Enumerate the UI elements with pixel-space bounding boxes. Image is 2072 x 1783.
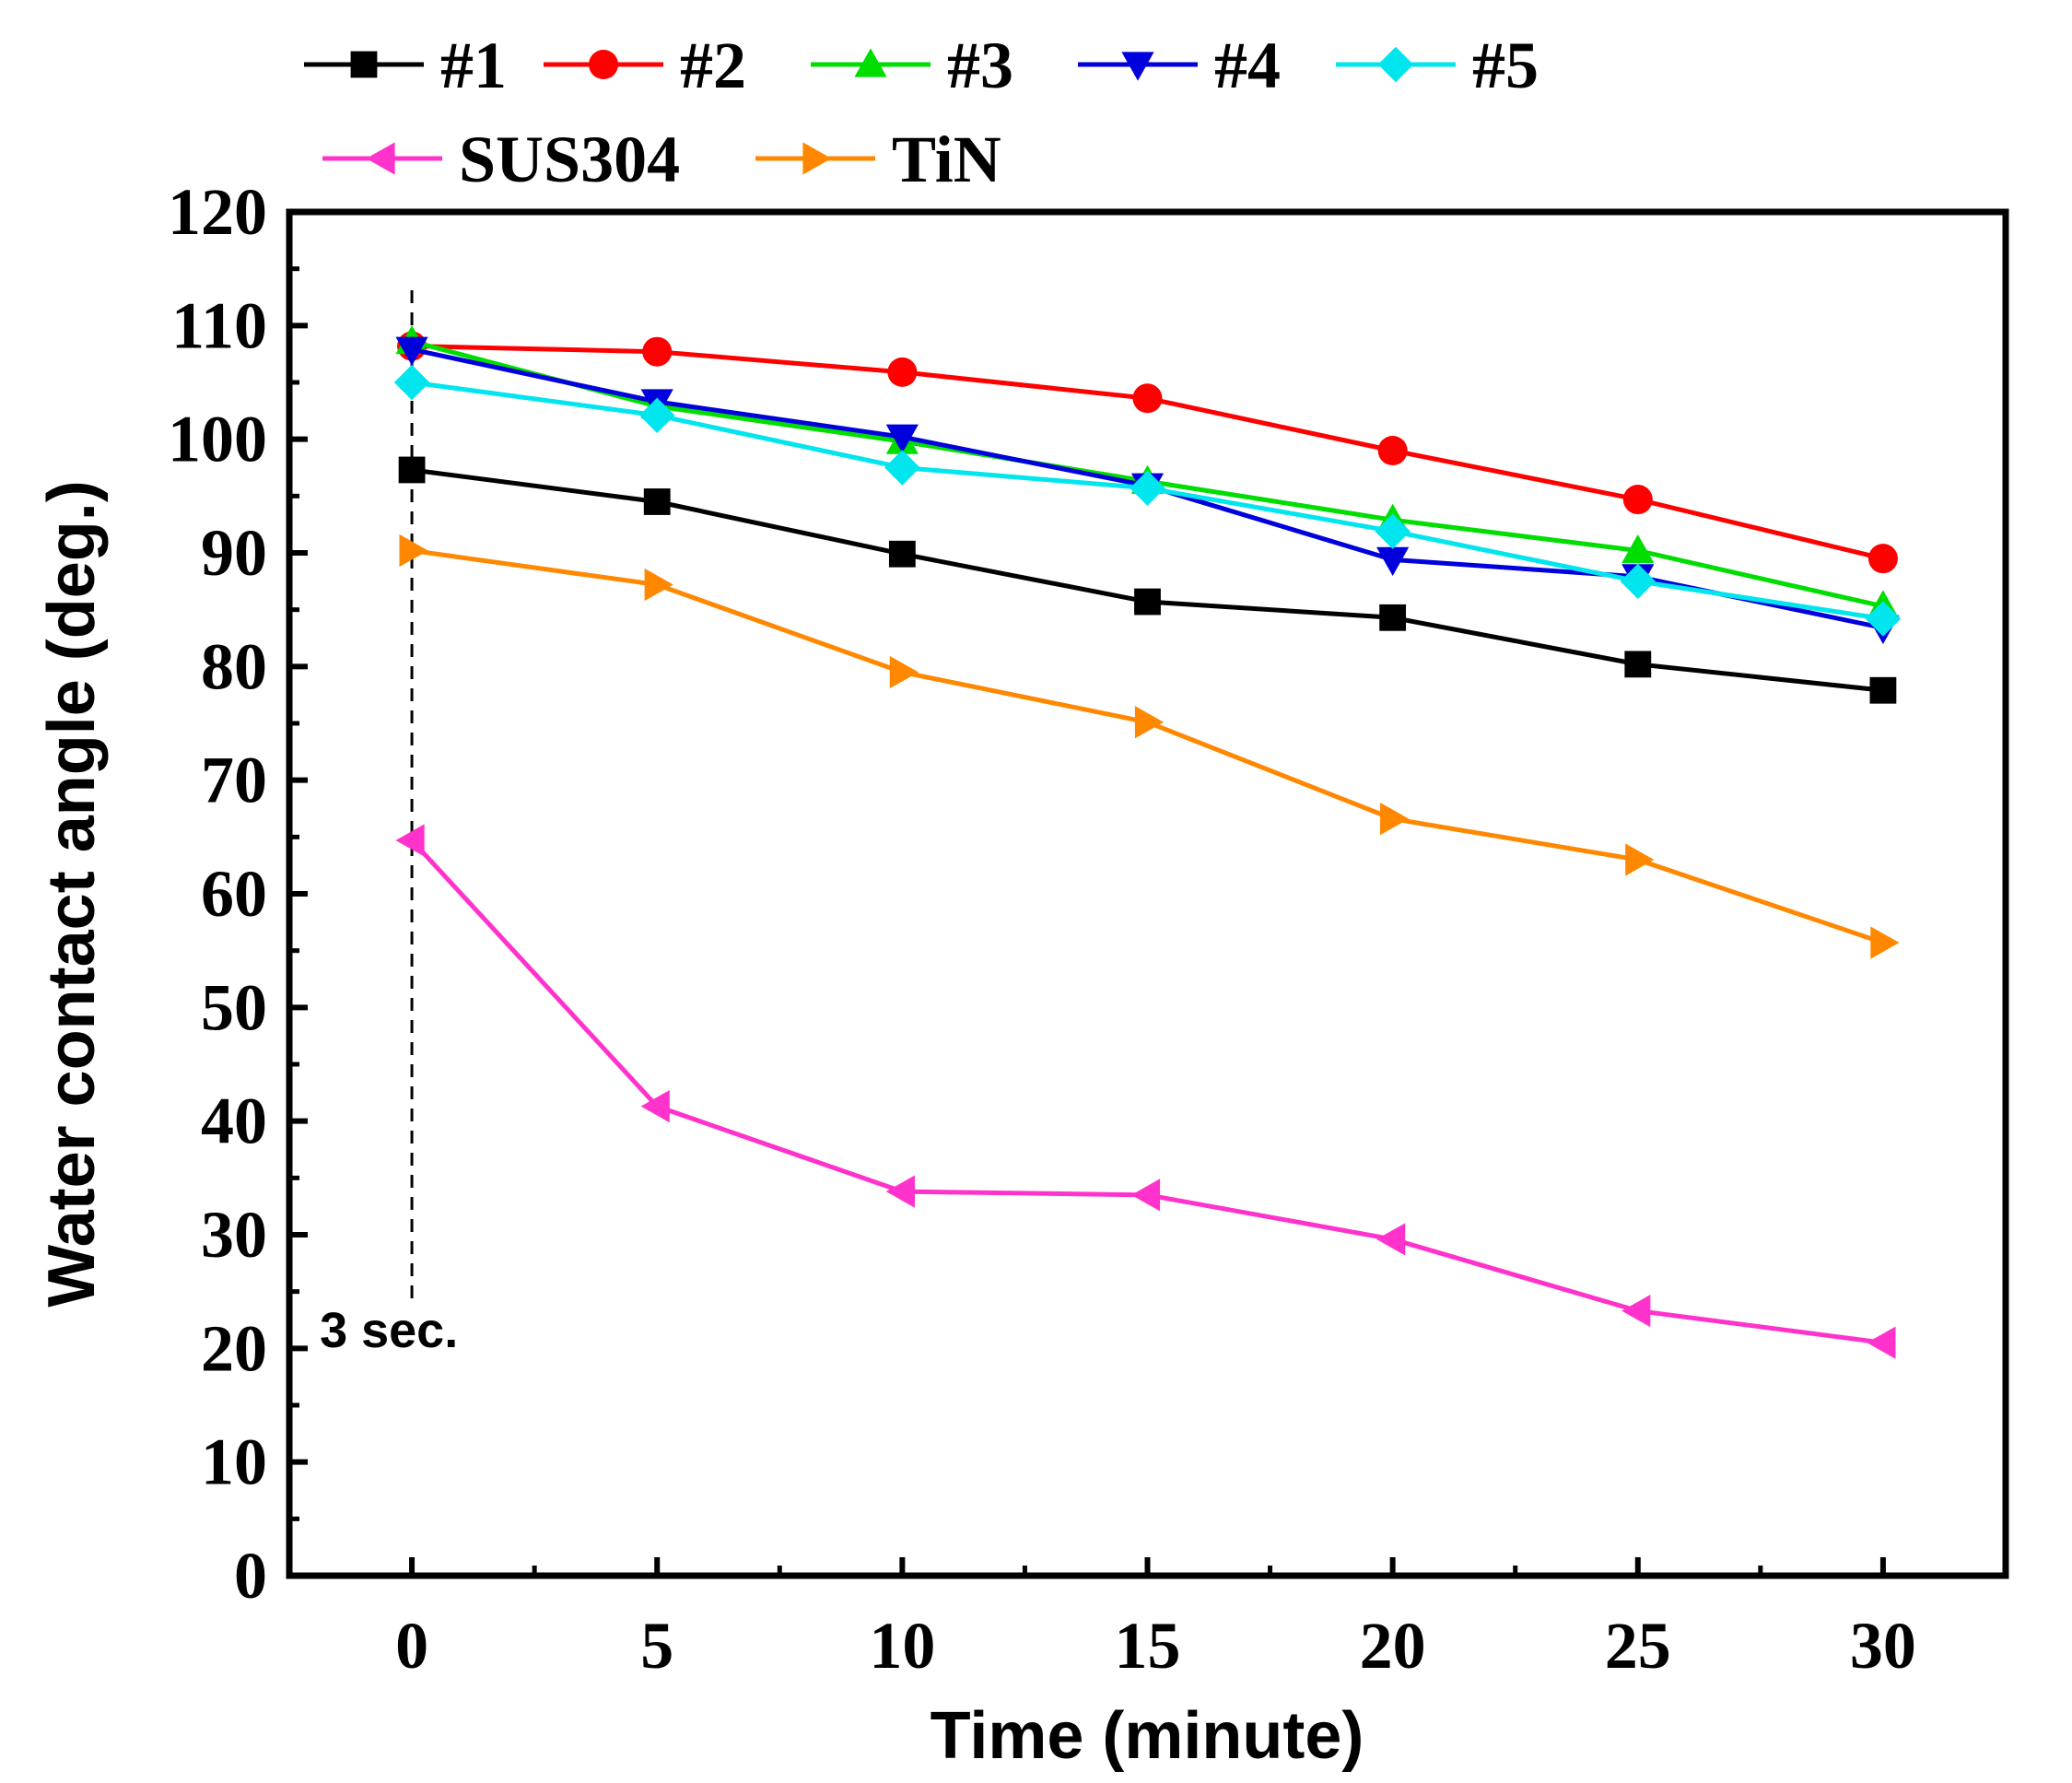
data-point-sus304 <box>395 824 425 857</box>
y-tick-label: 0 <box>234 1539 267 1613</box>
data-point-tin <box>644 568 673 602</box>
legend-item-no4: #4 <box>1078 29 1281 102</box>
data-point-sus304 <box>1621 1295 1651 1328</box>
data-point-no2 <box>1867 544 1898 574</box>
legend: #1 #2 #3 #4 #5 SUS304 TiN <box>304 29 1539 196</box>
data-point-no5 <box>884 450 920 486</box>
y-tick-label: 30 <box>201 1198 267 1272</box>
x-tick-label: 5 <box>640 1609 673 1683</box>
series-line-no2 <box>412 344 1884 561</box>
plot-frame <box>286 208 2009 1579</box>
data-point-sus304 <box>1867 1326 1896 1359</box>
x-tick-label: 0 <box>395 1609 428 1683</box>
data-point-no2 <box>642 336 673 367</box>
legend-label: SUS304 <box>459 123 680 196</box>
data-point-no1 <box>398 456 426 484</box>
legend-item-sus304: SUS304 <box>322 123 680 196</box>
legend-label: #4 <box>1214 29 1281 102</box>
data-point-no1 <box>888 540 916 568</box>
legend-marker <box>1377 46 1414 83</box>
data-point-tin <box>399 534 428 568</box>
annotation-layer: 3 sec. <box>320 290 458 1358</box>
y-tick-label: 40 <box>201 1085 267 1158</box>
y-tick-label: 90 <box>201 516 267 590</box>
series-layer <box>393 325 1902 1359</box>
y-tick-label: 110 <box>171 288 267 362</box>
legend-marker <box>350 51 378 78</box>
x-axis-title: Time (minute) <box>931 1699 1364 1773</box>
legend-item-no3: #3 <box>811 29 1013 102</box>
data-point-no1 <box>643 488 671 515</box>
series-no2 <box>397 331 1898 574</box>
x-tick-label: 25 <box>1605 1609 1671 1683</box>
data-point-sus304 <box>640 1090 670 1123</box>
data-point-tin <box>1625 843 1655 876</box>
data-point-no5 <box>639 397 675 433</box>
data-point-tin <box>1380 803 1410 836</box>
data-point-no5 <box>1375 513 1411 549</box>
y-tick-label: 60 <box>201 857 267 931</box>
data-point-no2 <box>1377 436 1408 465</box>
legend-marker <box>854 48 887 77</box>
data-point-no4 <box>1376 546 1410 576</box>
legend-label: TiN <box>892 123 1001 196</box>
data-point-sus304 <box>885 1175 915 1208</box>
x-tick-label: 15 <box>1115 1609 1181 1683</box>
data-point-no3 <box>1621 534 1655 564</box>
three-second-label: 3 sec. <box>320 1303 458 1358</box>
legend-label: #3 <box>947 29 1013 102</box>
y-tick-label: 50 <box>201 970 267 1044</box>
legend-item-no5: #5 <box>1336 29 1539 102</box>
y-axis-title: Water contact angle (deg.) <box>35 480 109 1307</box>
legend-label: #2 <box>680 29 746 102</box>
data-point-no5 <box>1130 470 1165 506</box>
x-tick-label: 10 <box>869 1609 935 1683</box>
x-tick-label: 20 <box>1360 1609 1426 1683</box>
data-point-no5 <box>1620 563 1656 600</box>
data-point-no1 <box>1624 651 1652 678</box>
data-point-tin <box>1134 706 1165 739</box>
y-tick-label: 100 <box>168 403 267 476</box>
legend-marker <box>802 142 832 175</box>
series-line-sus304 <box>410 839 1884 1345</box>
series-tin <box>399 534 1900 959</box>
series-no1 <box>398 456 1897 704</box>
legend-marker <box>589 50 618 79</box>
data-point-no1 <box>1869 676 1897 704</box>
data-point-no2 <box>1622 485 1653 515</box>
data-point-tin <box>1870 926 1900 959</box>
series-sus304 <box>395 824 1896 1359</box>
legend-marker <box>1121 52 1154 81</box>
data-point-no5 <box>393 364 430 401</box>
data-point-no4 <box>395 336 428 366</box>
data-point-sus304 <box>1376 1223 1406 1256</box>
data-point-no5 <box>1865 601 1902 637</box>
series-no5 <box>393 364 1902 637</box>
y-tick-label: 20 <box>201 1311 267 1385</box>
data-point-no1 <box>1134 588 1161 616</box>
y-tick-label: 120 <box>168 175 267 249</box>
y-tick-label: 80 <box>201 629 267 703</box>
data-point-tin <box>889 655 919 689</box>
legend-label: #1 <box>440 29 507 102</box>
y-tick-label: 10 <box>201 1425 267 1499</box>
axes-layer: 0 10 20 30 40 50 60 70 80 90 100 110 120 0 5 10 15 20 25 30 <box>168 175 1916 1683</box>
legend-item-tin: TiN <box>755 123 1001 196</box>
legend-marker <box>366 142 395 175</box>
legend-label: #5 <box>1472 29 1539 102</box>
legend-item-no1: #1 <box>304 29 507 102</box>
data-point-no2 <box>887 357 918 387</box>
y-tick-label: 70 <box>201 744 267 817</box>
legend-item-no2: #2 <box>544 29 746 102</box>
data-point-no2 <box>1132 383 1163 414</box>
data-point-no4 <box>885 424 919 453</box>
data-point-no1 <box>1379 604 1407 631</box>
x-tick-label: 30 <box>1850 1609 1916 1683</box>
data-point-sus304 <box>1130 1179 1161 1212</box>
